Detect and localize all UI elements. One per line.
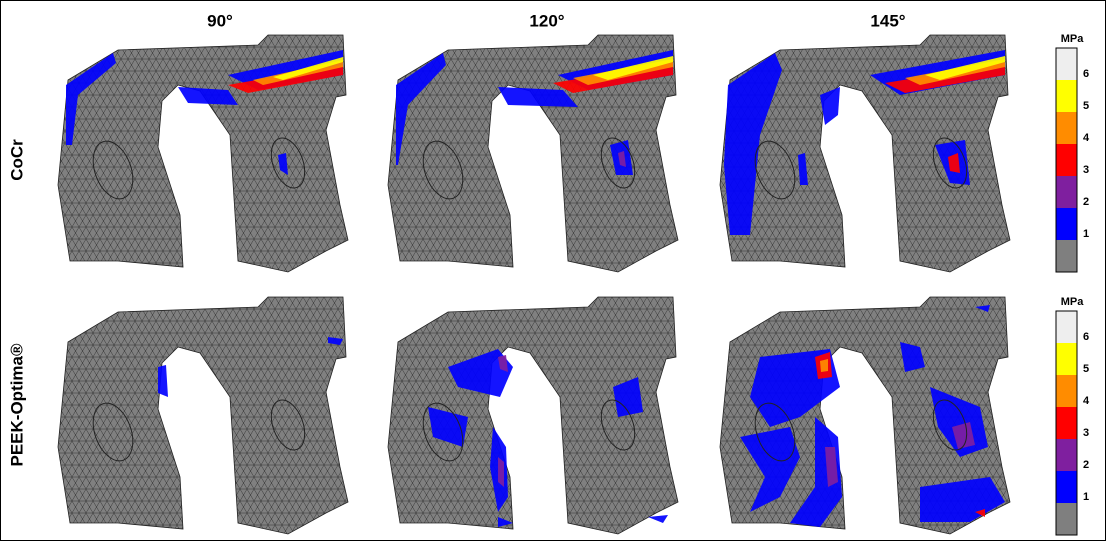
colorbar-segment	[1056, 144, 1077, 176]
colorbars: MPa 1 2 3 4 5 6 MPa 1 2 3 4 5 6	[1056, 33, 1090, 535]
colorbar-unit: MPa	[1061, 296, 1085, 308]
colorbar-tick-label: 3	[1083, 164, 1089, 176]
figure: 90° 120° 145° CoCr PEEK-Optima® MPa 1 2 3 4 5…	[0, 0, 1107, 542]
colorbar-tick-label: 6	[1083, 68, 1089, 80]
column-header: 120°	[529, 11, 564, 30]
stress-patch	[158, 365, 168, 397]
colorbar-segment	[1056, 407, 1077, 439]
implant-mesh	[58, 297, 348, 534]
colorbar-segment	[1056, 503, 1077, 535]
implant-model	[720, 297, 1010, 534]
colorbar-segment	[1056, 343, 1077, 375]
implant-model	[388, 297, 678, 534]
row-label: PEEK-Optima®	[7, 343, 26, 467]
colorbar-tick-label: 2	[1083, 459, 1089, 471]
colorbar-segment	[1056, 48, 1077, 80]
colorbar-segment	[1056, 311, 1077, 343]
colorbar-segment	[1056, 471, 1077, 503]
colorbar-segment	[1056, 80, 1077, 112]
colorbar-segment	[1056, 439, 1077, 471]
implant-model	[58, 297, 348, 534]
colorbar-unit: MPa	[1061, 33, 1085, 45]
column-header: 90°	[207, 11, 233, 30]
colorbar-segment	[1056, 240, 1077, 272]
colorbar-tick-label: 4	[1083, 132, 1090, 144]
column-header: 145°	[870, 11, 905, 30]
panels	[58, 35, 1010, 534]
colorbar-tick-label: 5	[1083, 363, 1089, 375]
implant-model	[388, 35, 678, 272]
colorbar-tick-label: 1	[1083, 491, 1089, 503]
stress-patch	[498, 457, 504, 487]
colorbar-tick-label: 5	[1083, 100, 1089, 112]
implant-model	[58, 35, 348, 272]
implant-model	[720, 35, 1010, 272]
stress-patch	[820, 359, 828, 372]
colorbar-segment	[1056, 176, 1077, 208]
colorbar-segment	[1056, 375, 1077, 407]
colorbar-tick-label: 2	[1083, 196, 1089, 208]
colorbar-tick-label: 3	[1083, 427, 1089, 439]
colorbar-segment	[1056, 208, 1077, 240]
row-label: CoCr	[7, 139, 26, 181]
colorbar-segment	[1056, 112, 1077, 144]
colorbar-tick-label: 1	[1083, 228, 1089, 240]
colorbar-tick-label: 6	[1083, 331, 1089, 343]
colorbar-tick-label: 4	[1083, 395, 1090, 407]
